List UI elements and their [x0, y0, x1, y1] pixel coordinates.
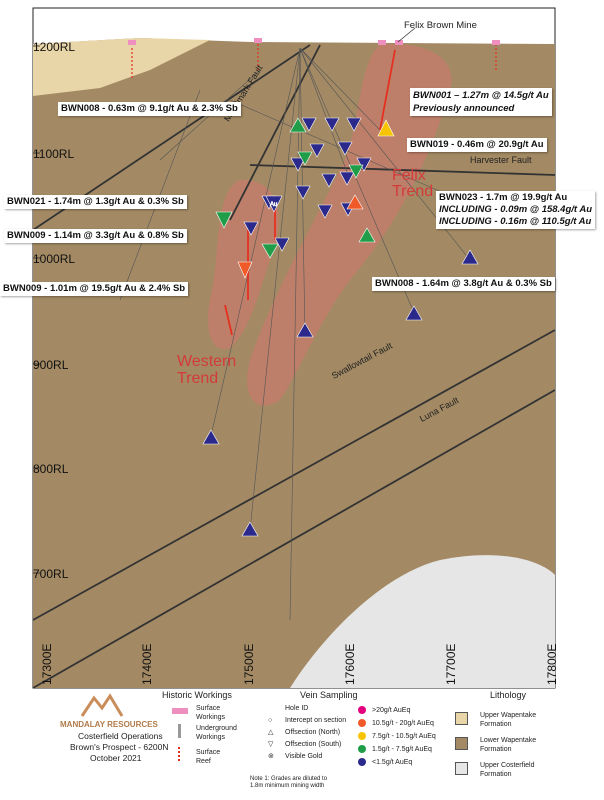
harvester-fault-label: Harvester Fault	[470, 155, 532, 165]
grade-label-4: 1.5g/t - 7.5g/t AuEq	[372, 746, 432, 753]
vein-sampling-title: Vein Sampling	[300, 690, 358, 700]
triangle-down-icon: ▽	[268, 741, 274, 748]
callout-bwn001: BWN001 – 1.27m @ 14.5g/t Au Previously a…	[410, 88, 552, 116]
callout-bwn023-inc2: INCLUDING - 0.16m @ 110.5g/t Au	[439, 216, 592, 227]
callout-bwn023: BWN023 - 1.7m @ 19.9g/t Au INCLUDING - 0…	[436, 191, 596, 229]
lithology-label-3: Upper Costerfield Formation	[480, 762, 535, 778]
callout-bwn009-b: BWN009 - 1.01m @ 19.5g/t Au & 2.4% Sb	[0, 282, 189, 296]
western-trend-label-1: Western	[177, 353, 237, 370]
grade-label-1: >20g/t AuEq	[372, 707, 411, 714]
legend-title-1: Costerfield Operations	[78, 731, 163, 741]
triangle-up-icon: △	[268, 729, 274, 736]
grade-swatch-3	[358, 732, 366, 740]
symbol-label-gold: Visible Gold	[285, 753, 323, 760]
symbol-label-north: Offsection (North)	[285, 729, 341, 736]
legend-title-3: October 2021	[90, 753, 142, 763]
callout-bwn023-inc1: INCLUDING - 0.09m @ 158.4g/t Au	[439, 204, 593, 215]
rl-label-1100: 1100RL	[33, 147, 75, 161]
felix-trend-label-2: Trend	[392, 183, 434, 200]
grade-label-2: 10.5g/t - 20g/t AuEq	[372, 720, 434, 727]
grade-label-3: 7.5g/t - 10.5g/t AuEq	[372, 733, 436, 740]
historic-workings-title: Historic Workings	[162, 690, 232, 700]
upper-costerfield-formation	[290, 555, 555, 688]
easting-17600: 17600E	[343, 643, 357, 685]
callout-bwn019: BWN019 - 0.46m @ 20.9g/t Au	[407, 138, 547, 152]
easting-17500: 17500E	[242, 643, 256, 685]
callout-bwn008-lower: BWN008 - 1.64m @ 3.8g/t Au & 0.3% Sb	[372, 277, 555, 291]
rl-label-1200: 1200RL	[33, 40, 76, 54]
grade-swatch-2	[358, 719, 366, 727]
circle-symbol-icon: ○	[268, 717, 273, 724]
rl-label-900: 900RL	[33, 358, 69, 372]
lithology-label-2: Lower Wapentake Formation	[480, 737, 537, 753]
grade-swatch-4	[358, 745, 366, 753]
felix-brown-mine-label: Felix Brown Mine	[404, 20, 477, 31]
callout-bwn008-upper: BWN008 - 0.63m @ 9.1g/t Au & 2.3% Sb	[58, 102, 241, 116]
easting-17300: 17300E	[40, 643, 54, 685]
rl-label-700: 700RL	[33, 567, 69, 581]
surface-workings-label: Surface Workings	[196, 705, 226, 721]
felix-trend-label-1: Felix	[392, 167, 426, 184]
lithology-swatch-2	[455, 737, 468, 750]
lithology-label-1: Upper Wapentake Formation	[480, 712, 537, 728]
grade-swatch-1	[358, 706, 366, 714]
underground-workings-swatch	[178, 724, 181, 738]
rl-label-1000: 1000RL	[33, 252, 76, 266]
legend-title-2: Brown's Prospect - 6200N	[70, 742, 169, 752]
svg-text:Au: Au	[270, 202, 277, 208]
gold-symbol-icon: ⊚	[268, 753, 274, 760]
lithology-swatch-3	[455, 762, 468, 775]
callout-bwn023-text: BWN023 - 1.7m @ 19.9g/t Au	[439, 192, 568, 203]
callout-bwn001-note: Previously announced	[413, 103, 515, 114]
felix-trend-zone	[247, 44, 452, 406]
rl-label-800: 800RL	[33, 462, 69, 476]
surface-workings-swatch	[172, 708, 188, 714]
easting-17400: 17400E	[140, 643, 154, 685]
lithology-title: Lithology	[490, 690, 527, 700]
surface-reef-label: Surface Reef	[196, 749, 221, 765]
legend-panel: MANDALAY RESOURCES Costerfield Operation…	[0, 690, 604, 800]
underground-workings-label: Underground Workings	[196, 725, 237, 741]
easting-17700: 17700E	[444, 643, 458, 685]
company-logo-icon	[80, 693, 124, 717]
surface-reef-swatch	[178, 747, 180, 761]
callout-bwn009-a: BWN009 - 1.14m @ 3.3g/t Au & 0.8% Sb	[4, 229, 187, 243]
symbol-label-south: Offsection (South)	[285, 741, 342, 748]
callout-bwn001-text: BWN001 – 1.27m @ 14.5g/t Au	[413, 90, 549, 101]
grade-label-5: <1.5g/t AuEq	[372, 759, 413, 766]
callout-bwn021: BWN021 - 1.74m @ 1.3g/t Au & 0.3% Sb	[4, 195, 187, 209]
grade-note: Note 1: Grades are diluted to 1.8m minim…	[250, 776, 328, 789]
lithology-swatch-1	[455, 712, 468, 725]
easting-17800: 17800E	[545, 643, 559, 685]
symbol-label-intercept: Intercept on section	[285, 717, 347, 724]
company-name: MANDALAY RESOURCES	[60, 720, 158, 729]
upper-wapentake-formation	[33, 38, 210, 96]
hole-id-label: Hole ID	[285, 705, 309, 712]
western-trend-label-2: Trend	[177, 370, 219, 387]
grade-swatch-5	[358, 758, 366, 766]
